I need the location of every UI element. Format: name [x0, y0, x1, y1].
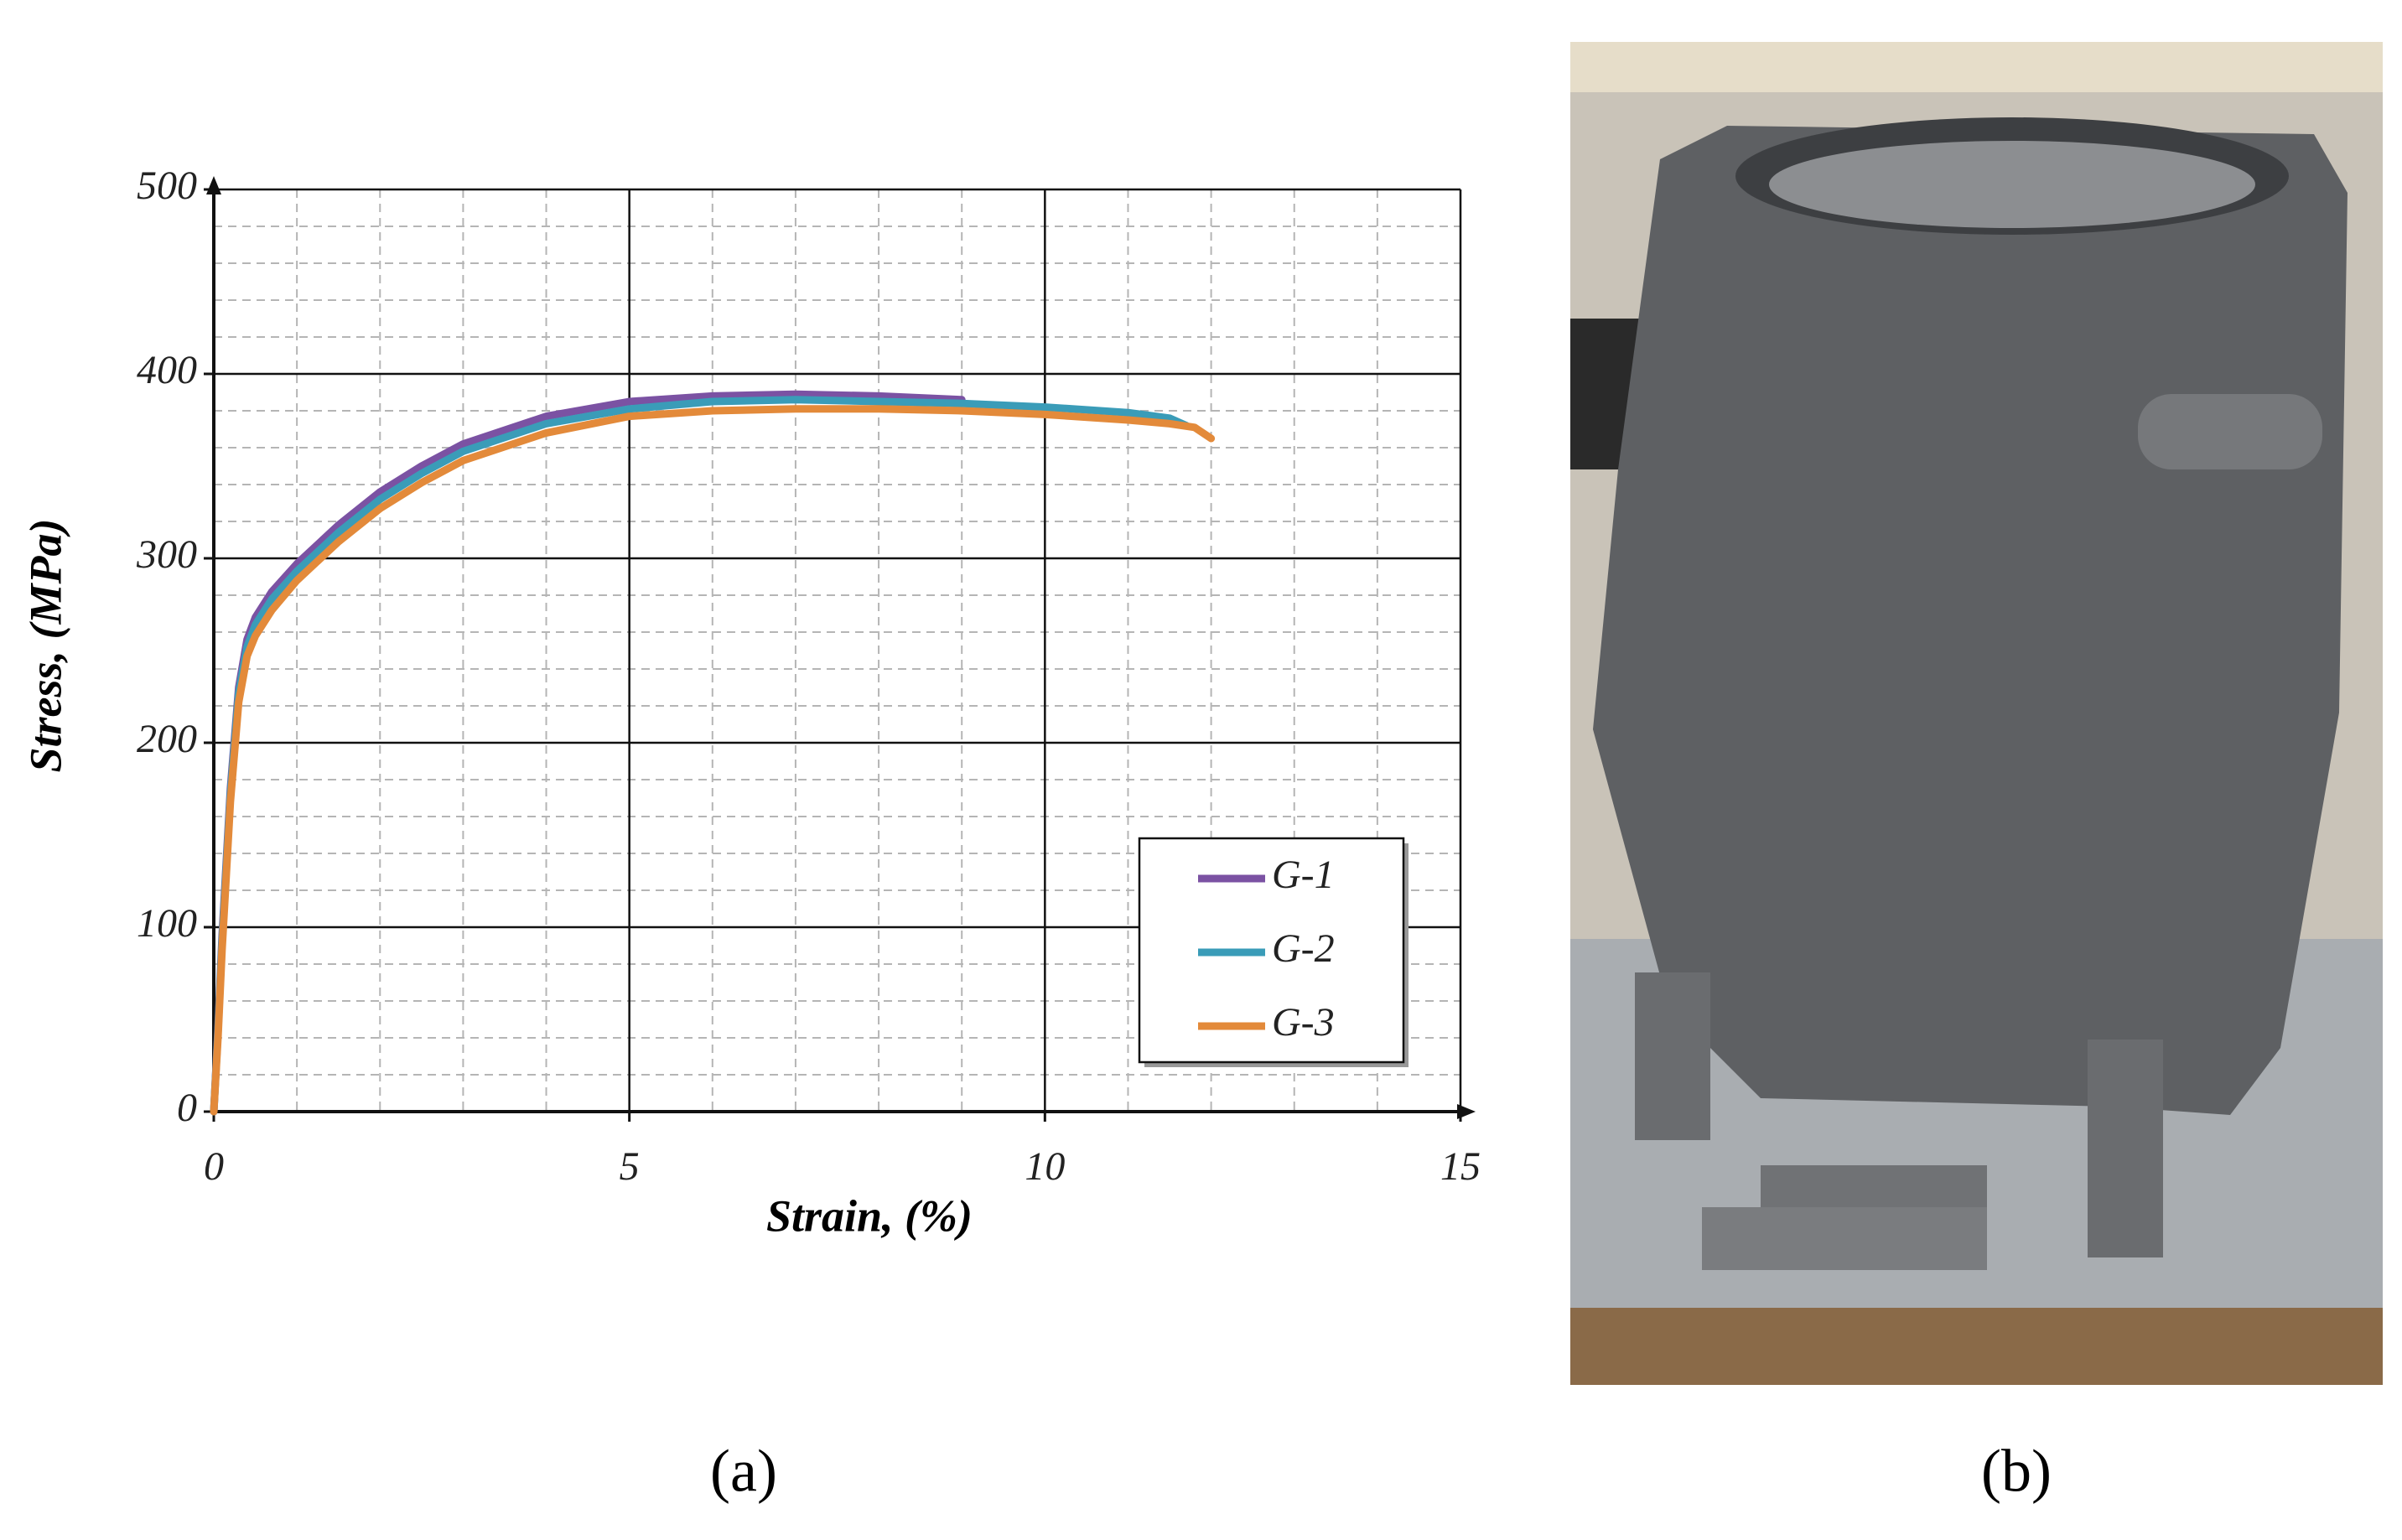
photo-curtain: [1570, 42, 2383, 92]
photo-part-body: [1593, 126, 2348, 1115]
series-line: [210, 390, 966, 1116]
photo-support-left: [1635, 972, 1710, 1140]
y-tick-label: 100: [137, 901, 197, 946]
y-axis-label: Stress, (MPa): [20, 518, 70, 772]
x-tick-label: 15: [1440, 1144, 1481, 1189]
y-axis-arrow: [206, 176, 221, 194]
series-line: [210, 405, 1216, 1116]
x-axis-arrow: [1457, 1104, 1476, 1119]
x-axis-label: Strain, (%): [766, 1190, 973, 1241]
y-tick-label: 0: [177, 1086, 197, 1130]
x-tick-label: 5: [620, 1144, 640, 1189]
chart: 0 5 10 15 0 100 200 300 400 500 G-1 G-2 G-3: [136, 163, 1481, 1189]
legend-box: [1138, 837, 1405, 1064]
legend: G-1 G-2 G-3: [1138, 837, 1405, 1064]
y-tick-label: 200: [137, 717, 197, 761]
y-tick-label: 500: [137, 163, 197, 208]
photo-part-inner: [1769, 141, 2255, 228]
y-tick-label: 400: [137, 348, 197, 392]
x-tick-label: 10: [1025, 1144, 1065, 1189]
y-tick-label: 300: [136, 532, 197, 577]
legend-label: G-2: [1272, 926, 1335, 971]
photo: [1570, 42, 2383, 1385]
legend-label: G-3: [1272, 1000, 1335, 1045]
panel-label: (b): [1981, 1438, 2052, 1505]
photo-specimen: [1702, 1207, 1987, 1270]
photo-table-edge: [1570, 1308, 2383, 1385]
legend-label: G-1: [1272, 853, 1335, 897]
photo-part-boss: [2138, 394, 2322, 469]
panel-label: (a): [710, 1438, 777, 1505]
x-tick-label: 0: [204, 1144, 224, 1189]
photo-support-right: [2088, 1040, 2163, 1257]
